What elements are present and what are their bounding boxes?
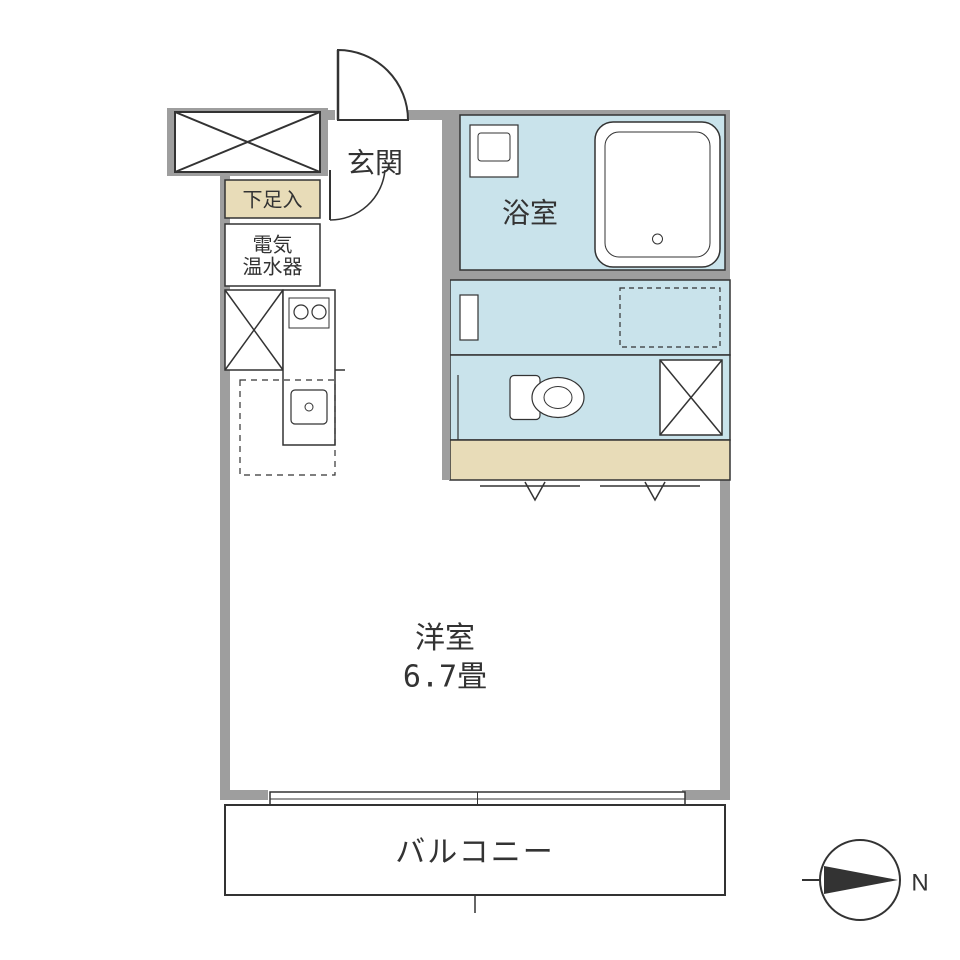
- bifold-door-icon: [525, 482, 545, 500]
- entrance-label: 玄関: [347, 147, 403, 178]
- closet-band: [450, 440, 730, 480]
- wall-bottom-left: [220, 790, 268, 800]
- compass-n-label: N: [911, 869, 928, 896]
- heater-label-1: 電気: [253, 233, 293, 256]
- washroom-hall: [450, 280, 730, 355]
- bath-label: 浴室: [502, 197, 558, 228]
- entrance-door-swing: [338, 50, 408, 120]
- hall-door: [460, 295, 478, 340]
- toilet-bowl-icon: [532, 378, 584, 418]
- heater-label-2: 温水器: [243, 255, 303, 278]
- floor-plan: 玄関下足入電気温水器 浴室洋室 6.7畳バルコニー N: [167, 50, 929, 920]
- room-size-label: 6.7畳: [403, 660, 487, 695]
- bifold-door-icon: [645, 482, 665, 500]
- room-name-label: 洋室: [415, 622, 475, 655]
- bathtub-icon: [595, 122, 720, 267]
- compass-needle-icon: [824, 866, 898, 894]
- wall-bottom-right: [682, 790, 730, 800]
- shoebox-label: 下足入: [243, 189, 303, 211]
- internal-wall: [442, 110, 450, 480]
- balcony-label: バルコニー: [395, 836, 554, 869]
